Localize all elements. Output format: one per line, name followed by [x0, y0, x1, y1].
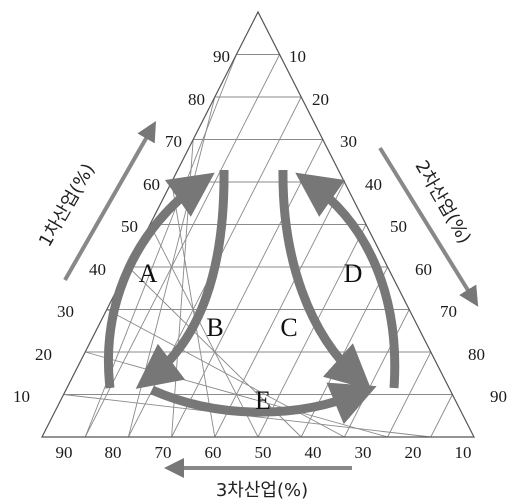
primary-axis-ticks: 10 20 30 40 50 60 70 80 90 [13, 47, 230, 406]
secondary-tick: 20 [312, 90, 329, 109]
region-labels: A B C D E [139, 259, 363, 415]
grid-line [430, 394, 453, 438]
tertiary-tick: 90 [56, 443, 73, 462]
transition-arrows [104, 169, 400, 425]
tertiary-axis-ticks: 90 80 70 60 50 40 30 20 10 [56, 443, 472, 462]
grid-line [387, 351, 432, 438]
region-label-e: E [255, 386, 271, 415]
primary-axis-arrow [63, 121, 156, 281]
secondary-tick: 60 [415, 260, 432, 279]
secondary-tick: 80 [468, 345, 485, 364]
secondary-tick: 30 [340, 132, 357, 151]
grid-line [106, 309, 345, 438]
primary-tick: 10 [13, 387, 30, 406]
primary-tick: 30 [57, 302, 74, 321]
secondary-tick: 90 [490, 387, 507, 406]
arrow-path-c [278, 169, 372, 391]
primary-tick: 70 [165, 132, 182, 151]
tertiary-tick: 20 [405, 443, 422, 462]
tertiary-tick: 30 [355, 443, 372, 462]
region-label-b: B [206, 313, 223, 342]
secondary-tick: 40 [365, 175, 382, 194]
secondary-axis-title: 2차산업(%) [411, 157, 475, 247]
region-label-d: D [344, 259, 363, 288]
region-label-c: C [280, 313, 297, 342]
arrow-path-b [135, 169, 229, 389]
secondary-tick: 10 [289, 47, 306, 66]
arrow-path-e [150, 382, 377, 425]
tertiary-axis-title: 3차산업(%) [216, 480, 308, 500]
tertiary-tick: 60 [205, 443, 222, 462]
tertiary-tick: 70 [155, 443, 172, 462]
secondary-tick: 50 [390, 217, 407, 236]
secondary-axis-ticks: 10 20 30 40 50 60 70 80 90 [289, 47, 507, 406]
primary-tick: 90 [213, 47, 230, 66]
primary-tick: 20 [35, 345, 52, 364]
secondary-tick: 70 [440, 302, 457, 321]
region-label-a: A [139, 259, 158, 288]
primary-tick: 60 [143, 175, 160, 194]
grid-line [257, 224, 367, 438]
primary-tick: 40 [89, 260, 106, 279]
tertiary-tick: 80 [105, 443, 122, 462]
primary-tick: 80 [188, 90, 205, 109]
tertiary-tick: 40 [305, 443, 322, 462]
arrow-path-a [104, 172, 215, 389]
arrow-path-d [295, 172, 400, 389]
tertiary-tick: 10 [455, 443, 472, 462]
primary-tick: 50 [121, 217, 138, 236]
tertiary-tick: 50 [255, 443, 272, 462]
grid-line [149, 224, 259, 438]
secondary-axis-arrow [378, 146, 479, 307]
